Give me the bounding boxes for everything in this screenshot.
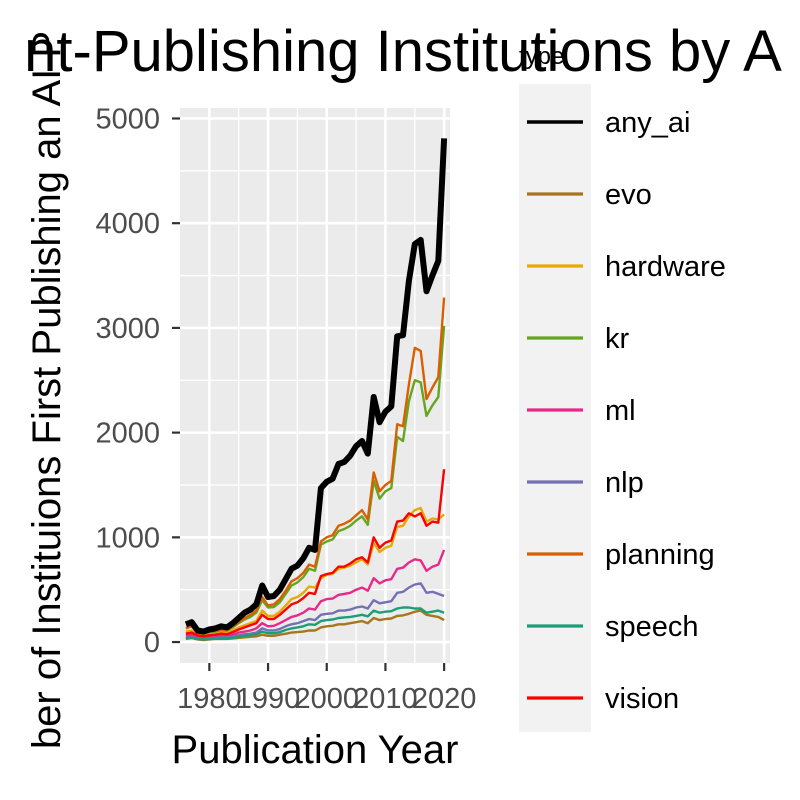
legend-item-planning: planning [527,539,715,571]
y-tick-label: 1000 [95,522,160,554]
y-tick-label: 2000 [95,418,160,450]
y-tick-label: 5000 [95,103,160,135]
y-tick-label: 0 [144,627,160,659]
legend-item-evo: evo [527,179,652,211]
series-line-any_ai [184,138,448,635]
x-tick-label: 2000 [294,683,359,715]
legend-label: any_ai [605,107,690,139]
x-tick-label: 1980 [177,683,242,715]
y-tick-label: 3000 [95,313,160,345]
minor-gridlines [180,108,450,663]
series-line-hardware [185,506,445,636]
y-tick-labels: 0 1000 2000 3000 4000 5000 [95,103,160,659]
chart-title: nt-Publishing Institutions by A [24,19,782,84]
legend-item-kr: kr [527,323,630,355]
major-gridlines [180,108,450,663]
legend-item-hardware: hardware [527,251,726,283]
x-axis-title: Publication Year [172,728,459,772]
legend-item-vision: vision [527,683,679,715]
legend-label: vision [605,683,679,715]
x-tick-label: 1990 [236,683,301,715]
legend-label: planning [605,539,715,571]
series-line-ml [185,549,446,639]
legend-label: evo [605,179,652,211]
legend-item-speech: speech [527,611,699,643]
legend-box [519,84,591,732]
legend-label: speech [605,611,699,643]
series-line-vision [185,469,446,638]
series-lines [184,138,448,642]
legend-item-nlp: nlp [527,467,644,499]
y-tick-label: 4000 [95,208,160,240]
y-axis-title: ber of Instituions First Publishing an A… [25,31,69,749]
legend-label: nlp [605,467,644,499]
legend-item-ml: ml [527,395,636,427]
legend-title: type [519,43,564,70]
x-tick-label: 2020 [412,683,477,715]
series-line-speech [185,606,445,641]
axis-ticks [172,117,446,671]
x-tick-label: 2010 [353,683,418,715]
legend-label: ml [605,395,636,427]
legend-label: hardware [605,251,726,283]
legend-label: kr [605,323,630,355]
legend-item-any_ai: any_ai [527,107,690,139]
